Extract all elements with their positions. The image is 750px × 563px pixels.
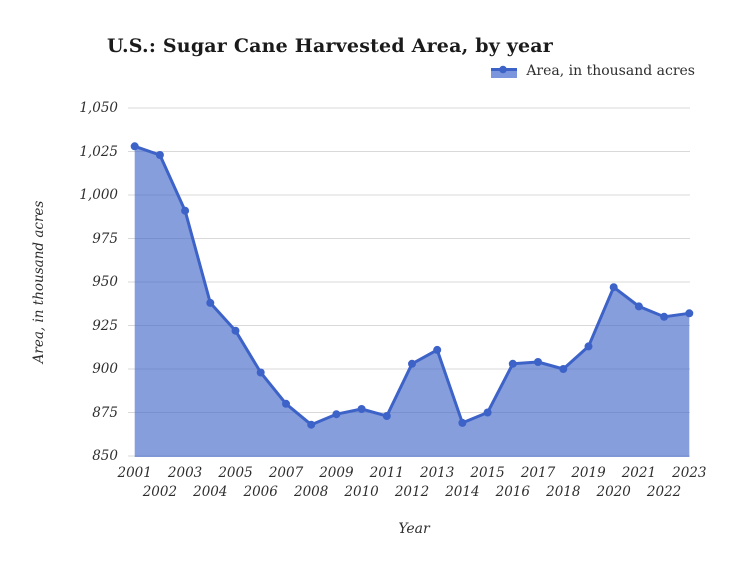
data-point[interactable] (307, 420, 316, 429)
y-tick-label: 850 (92, 448, 118, 464)
x-tick-label: 2013 (420, 465, 455, 481)
data-point[interactable] (508, 359, 517, 368)
x-tick-label: 2017 (520, 465, 556, 481)
y-tick-label: 925 (92, 317, 118, 334)
data-point[interactable] (231, 326, 240, 335)
data-point[interactable] (609, 283, 618, 292)
x-tick-label: 2011 (369, 465, 404, 481)
x-tick-label: 2002 (142, 484, 178, 500)
data-point[interactable] (382, 412, 391, 420)
x-axis-title: Year (398, 521, 430, 537)
y-tick-label: 975 (92, 230, 118, 247)
x-tick-label: 2019 (571, 465, 606, 481)
y-tick-label: 900 (92, 361, 118, 377)
area-fill (134, 146, 690, 458)
x-tick-label: 2009 (319, 465, 354, 481)
legend-area-marker (491, 65, 518, 78)
y-tick-label: 1,000 (79, 187, 118, 203)
x-tick-label: 2006 (243, 484, 278, 500)
data-point[interactable] (130, 142, 139, 151)
x-tick-label: 2022 (646, 484, 682, 500)
legend-dot-swatch (499, 65, 508, 73)
legend-area-swatch (491, 68, 518, 78)
legend[interactable]: Area, in thousand acres (491, 63, 695, 79)
data-point[interactable] (559, 365, 568, 373)
x-tick-label: 2004 (193, 484, 228, 500)
data-point[interactable] (634, 302, 643, 311)
legend-label: Area, in thousand acres (526, 63, 695, 79)
data-point[interactable] (181, 206, 190, 215)
data-point[interactable] (332, 410, 341, 419)
data-point[interactable] (206, 298, 215, 307)
x-tick-label: 2010 (344, 484, 379, 500)
x-tick-label: 2016 (495, 484, 530, 500)
y-tick-label: 875 (92, 404, 118, 421)
x-tick-label: 2003 (167, 465, 203, 481)
data-point[interactable] (357, 405, 366, 413)
data-point[interactable] (282, 399, 290, 408)
data-point[interactable] (408, 359, 416, 368)
data-point[interactable] (458, 418, 467, 427)
x-tick-label: 2018 (546, 484, 581, 500)
data-point[interactable] (584, 342, 593, 351)
x-tick-label: 2012 (394, 484, 430, 500)
x-tick-label: 2001 (117, 465, 152, 481)
x-tick-label: 2008 (294, 484, 329, 500)
x-tick-label: 2014 (445, 484, 480, 500)
x-tick-label: 2005 (218, 465, 253, 481)
x-tick-label: 2023 (672, 465, 707, 481)
x-tick-label: 2020 (596, 484, 631, 500)
x-tick-label: 2021 (621, 465, 657, 481)
x-tick-label: 2007 (268, 465, 304, 481)
data-point[interactable] (685, 309, 694, 318)
data-point[interactable] (256, 368, 265, 377)
data-point[interactable] (433, 345, 442, 354)
y-tick-label: 1,050 (79, 100, 118, 116)
chart-title: U.S.: Sugar Cane Harvested Area, by year (106, 35, 554, 57)
data-point[interactable] (660, 312, 669, 321)
data-point[interactable] (155, 151, 164, 159)
data-point[interactable] (483, 408, 492, 417)
y-tick-label: 1,025 (79, 143, 118, 160)
x-tick-label: 2015 (470, 465, 505, 481)
y-tick-label: 950 (92, 274, 118, 290)
data-point[interactable] (534, 358, 542, 366)
